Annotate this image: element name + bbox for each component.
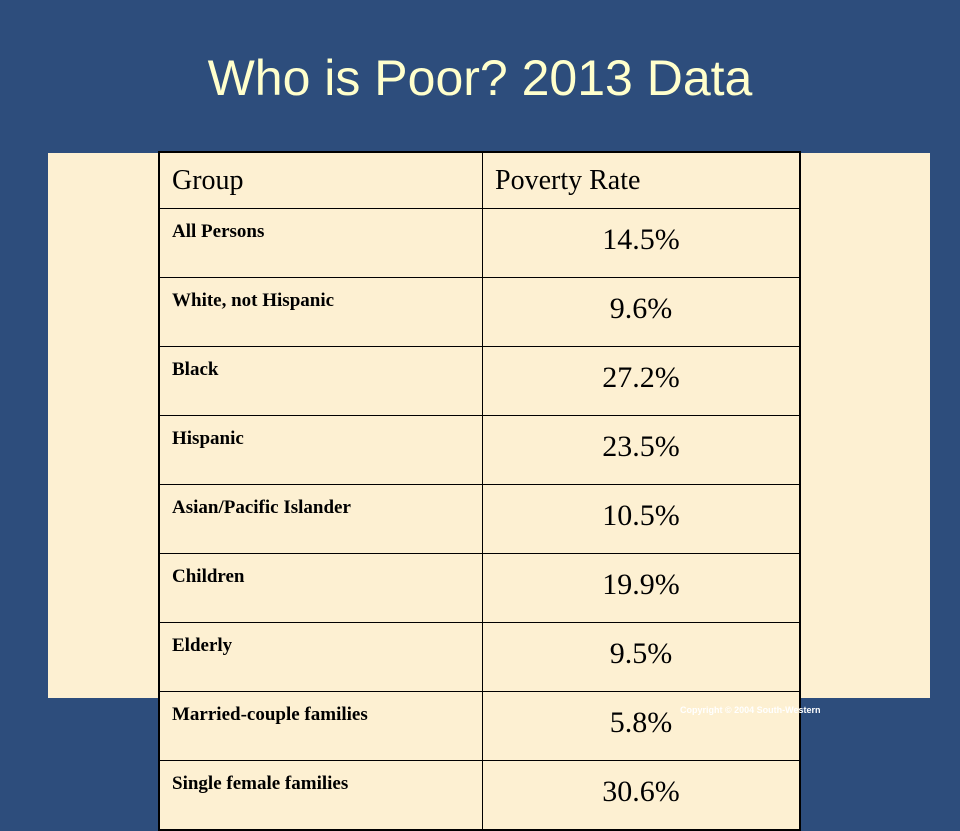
slide-title: Who is Poor? 2013 Data (207, 50, 753, 106)
group-cell: Children (158, 553, 483, 623)
header-poverty-rate: Poverty Rate (482, 151, 801, 209)
table-row: Single female families 30.6% (158, 760, 801, 831)
table-row: All Persons 14.5% (158, 208, 801, 278)
rate-cell: 19.9% (482, 553, 801, 623)
group-cell: All Persons (158, 208, 483, 278)
poverty-table: Group Poverty Rate All Persons 14.5% Whi… (158, 151, 801, 831)
rate-cell: 27.2% (482, 346, 801, 416)
group-cell: Single female families (158, 760, 483, 831)
rate-cell: 5.8% (482, 691, 801, 761)
table-row: White, not Hispanic 9.6% (158, 277, 801, 347)
group-cell: Black (158, 346, 483, 416)
group-cell: White, not Hispanic (158, 277, 483, 347)
rate-cell: 30.6% (482, 760, 801, 831)
group-cell: Elderly (158, 622, 483, 692)
rate-cell: 10.5% (482, 484, 801, 554)
group-cell: Hispanic (158, 415, 483, 485)
table-row: Children 19.9% (158, 553, 801, 623)
table-row: Married-couple families 5.8% (158, 691, 801, 761)
table-header-row: Group Poverty Rate (158, 151, 801, 209)
rate-cell: 9.5% (482, 622, 801, 692)
table-row: Hispanic 23.5% (158, 415, 801, 485)
header-group: Group (158, 151, 483, 209)
rate-cell: 23.5% (482, 415, 801, 485)
copyright-notice: Copyright © 2004 South-Western (680, 705, 821, 715)
table-row: Elderly 9.5% (158, 622, 801, 692)
rate-cell: 14.5% (482, 208, 801, 278)
table-row: Asian/Pacific Islander 10.5% (158, 484, 801, 554)
rate-cell: 9.6% (482, 277, 801, 347)
group-cell: Asian/Pacific Islander (158, 484, 483, 554)
group-cell: Married-couple families (158, 691, 483, 761)
table-row: Black 27.2% (158, 346, 801, 416)
